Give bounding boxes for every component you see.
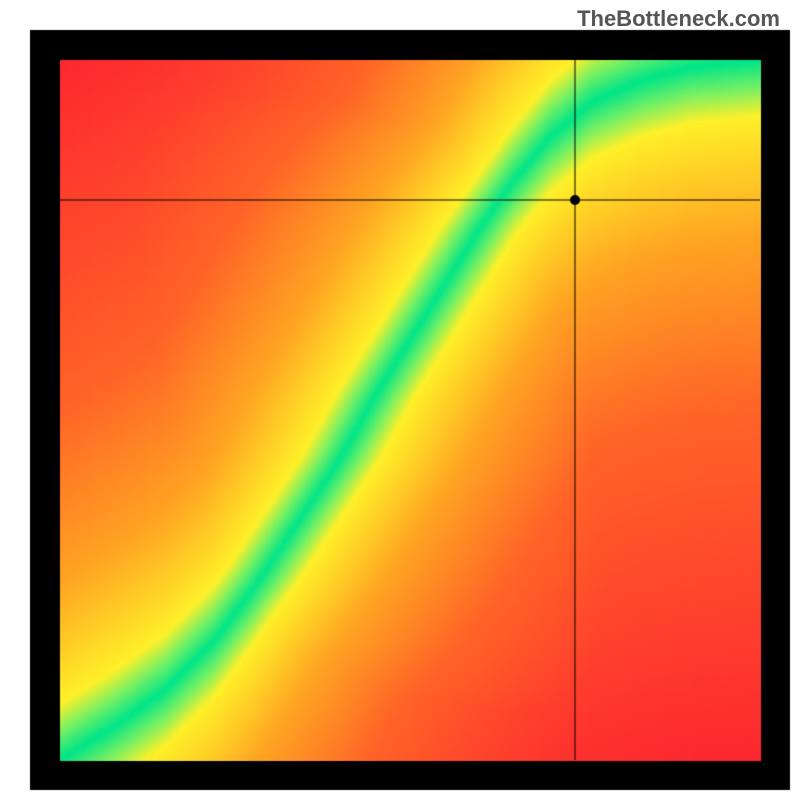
bottleneck-heatmap — [0, 0, 800, 800]
watermark-text: TheBottleneck.com — [577, 6, 780, 32]
